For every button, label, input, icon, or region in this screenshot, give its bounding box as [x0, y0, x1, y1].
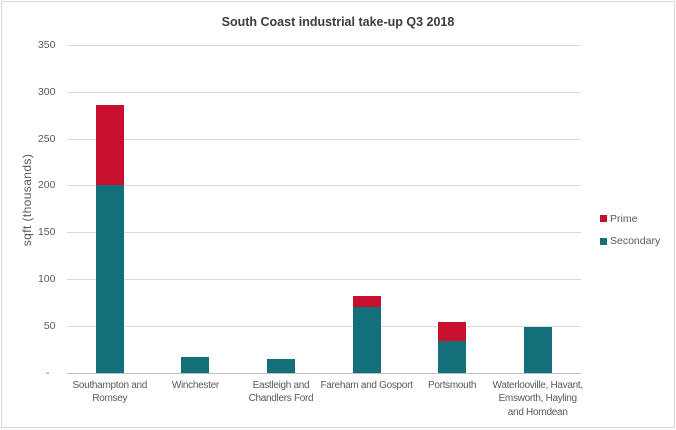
- bar-segment-secondary: [95, 184, 124, 373]
- x-category-label: Waterlooville, Havant, Emsworth, Hayling a…: [492, 379, 584, 418]
- gridline: [67, 278, 581, 280]
- legend-label: Secondary: [610, 235, 661, 247]
- y-tick-label: -: [46, 366, 50, 379]
- x-axis-line: [67, 372, 581, 374]
- legend-item-prime: Prime: [600, 212, 637, 226]
- x-category-label: Portsmouth: [428, 379, 477, 391]
- gridline: [67, 45, 581, 46]
- gridline: [67, 91, 581, 93]
- y-tick-label: 200: [37, 179, 56, 192]
- y-tick-label: 100: [37, 272, 56, 285]
- bar-segment-secondary: [523, 327, 552, 373]
- gridline: [67, 325, 581, 327]
- bar-segment-secondary: [266, 358, 295, 373]
- gridline: [67, 232, 581, 234]
- bar-segment-prime: [95, 105, 124, 185]
- legend-label: Prime: [610, 212, 638, 225]
- gridline: [67, 185, 581, 187]
- bar-segment-secondary: [352, 306, 381, 373]
- bar-segment-secondary: [181, 357, 210, 373]
- y-tick-label: 300: [37, 85, 56, 98]
- x-category-label: Eastleigh and Chandlers Ford: [248, 379, 314, 405]
- y-tick-label: 150: [37, 226, 56, 239]
- y-tick-label: 250: [37, 132, 56, 145]
- y-tick-label: 350: [37, 39, 56, 51]
- gridline: [67, 138, 581, 140]
- x-category-label: Southampton and Romsey: [72, 379, 148, 405]
- bar-segment-prime: [438, 322, 467, 342]
- bar-segment-prime: [352, 296, 381, 307]
- legend-item-secondary: Secondary: [600, 234, 660, 248]
- legend-swatch-prime: [600, 215, 607, 222]
- x-category-label: Fareham and Gosport: [320, 379, 413, 391]
- y-tick-label: 50: [43, 319, 56, 332]
- x-category-label: Winchester: [171, 379, 219, 391]
- chart-title: South Coast industrial take-up Q3 2018: [221, 15, 455, 29]
- bar-segment-secondary: [438, 341, 467, 373]
- legend-swatch-secondary: [600, 237, 607, 245]
